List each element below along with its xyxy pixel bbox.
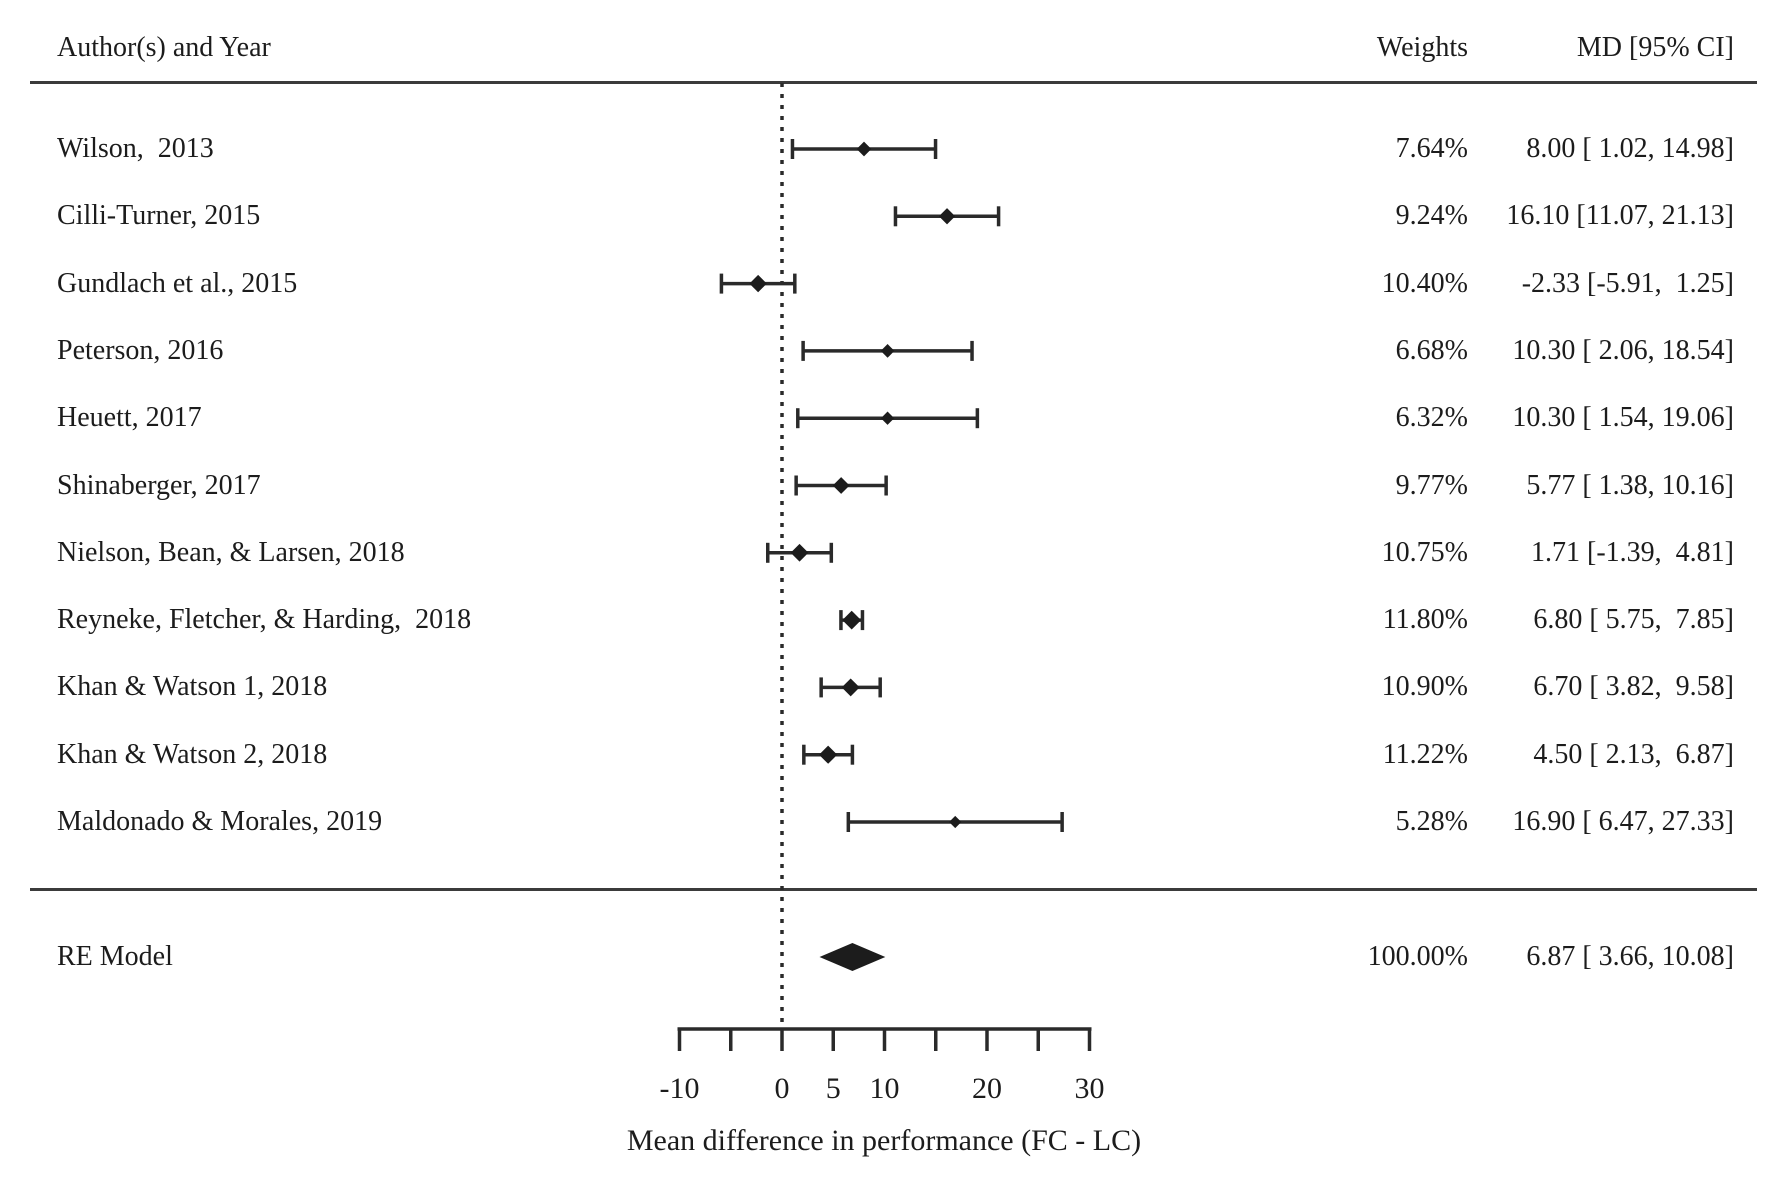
x-axis-tick-label: 10 <box>870 1072 900 1105</box>
study-md: 10.30 [ 1.54, 19.06] <box>1512 402 1734 433</box>
point-marker <box>832 477 850 494</box>
study-label: Heuett, 2017 <box>57 402 202 433</box>
weights-header: Weights <box>1376 32 1468 63</box>
study-md: 1.71 [-1.39, 4.81] <box>1531 537 1734 568</box>
study-label: Nielson, Bean, & Larsen, 2018 <box>57 537 405 568</box>
study-md: 4.50 [ 2.13, 6.87] <box>1533 739 1734 770</box>
study-weight: 9.77% <box>1395 470 1468 501</box>
point-marker <box>938 208 956 225</box>
x-axis-tick-label: 5 <box>826 1072 841 1105</box>
study-weight: 6.68% <box>1395 335 1468 366</box>
study-md: 16.10 [11.07, 21.13] <box>1506 200 1734 231</box>
study-md: 6.70 [ 3.82, 9.58] <box>1533 671 1734 702</box>
study-label: Peterson, 2016 <box>57 335 224 366</box>
study-weight: 10.40% <box>1381 268 1468 299</box>
study-md: 16.90 [ 6.47, 27.33] <box>1512 806 1734 837</box>
point-marker <box>880 411 895 425</box>
md-ci-header: MD [95% CI] <box>1576 32 1734 63</box>
study-label: Gundlach et al., 2015 <box>57 268 298 299</box>
study-md: 6.80 [ 5.75, 7.85] <box>1533 604 1734 635</box>
study-label: Wilson, 2013 <box>57 133 214 164</box>
point-marker <box>841 678 860 697</box>
study-md: 10.30 [ 2.06, 18.54] <box>1512 335 1734 366</box>
study-label: Reyneke, Fletcher, & Harding, 2018 <box>57 604 472 635</box>
x-axis-tick-label: 20 <box>972 1072 1002 1105</box>
x-axis-tick-label: 0 <box>775 1072 790 1105</box>
point-marker <box>819 745 838 764</box>
x-axis-tick-label: 30 <box>1075 1072 1105 1105</box>
summary-rule <box>30 888 1757 891</box>
study-weight: 10.75% <box>1381 537 1468 568</box>
point-marker <box>749 274 767 293</box>
study-md: 8.00 [ 1.02, 14.98] <box>1526 133 1734 164</box>
study-weight: 9.24% <box>1395 200 1468 231</box>
point-marker <box>790 543 809 562</box>
study-label: Khan & Watson 1, 2018 <box>57 671 328 702</box>
re-model-label: RE Model <box>57 941 173 972</box>
point-marker <box>842 610 862 630</box>
study-md: -2.33 [-5.91, 1.25] <box>1521 268 1734 299</box>
study-weight: 11.22% <box>1382 739 1468 770</box>
study-weight: 6.32% <box>1395 402 1468 433</box>
study-label: Maldonado & Morales, 2019 <box>57 806 383 837</box>
study-label: Shinaberger, 2017 <box>57 470 261 501</box>
study-weight: 7.64% <box>1395 133 1468 164</box>
study-weight: 5.28% <box>1395 806 1468 837</box>
point-marker <box>856 141 872 157</box>
study-weight: 11.80% <box>1382 604 1468 635</box>
re-model-md: 6.87 [ 3.66, 10.08] <box>1526 941 1734 972</box>
point-marker <box>949 815 962 829</box>
author-year-header: Author(s) and Year <box>57 32 271 63</box>
study-weight: 10.90% <box>1381 671 1468 702</box>
summary-diamond <box>819 943 886 971</box>
study-md: 5.77 [ 1.38, 10.16] <box>1526 470 1734 501</box>
x-axis-title: Mean difference in performance (FC - LC) <box>626 1124 1142 1157</box>
point-marker <box>880 344 895 358</box>
study-label: Cilli-Turner, 2015 <box>57 200 261 231</box>
top-rule <box>30 81 1757 84</box>
x-axis-tick-label: -10 <box>660 1072 700 1105</box>
study-label: Khan & Watson 2, 2018 <box>57 739 328 770</box>
re-model-weight: 100.00% <box>1367 941 1468 972</box>
